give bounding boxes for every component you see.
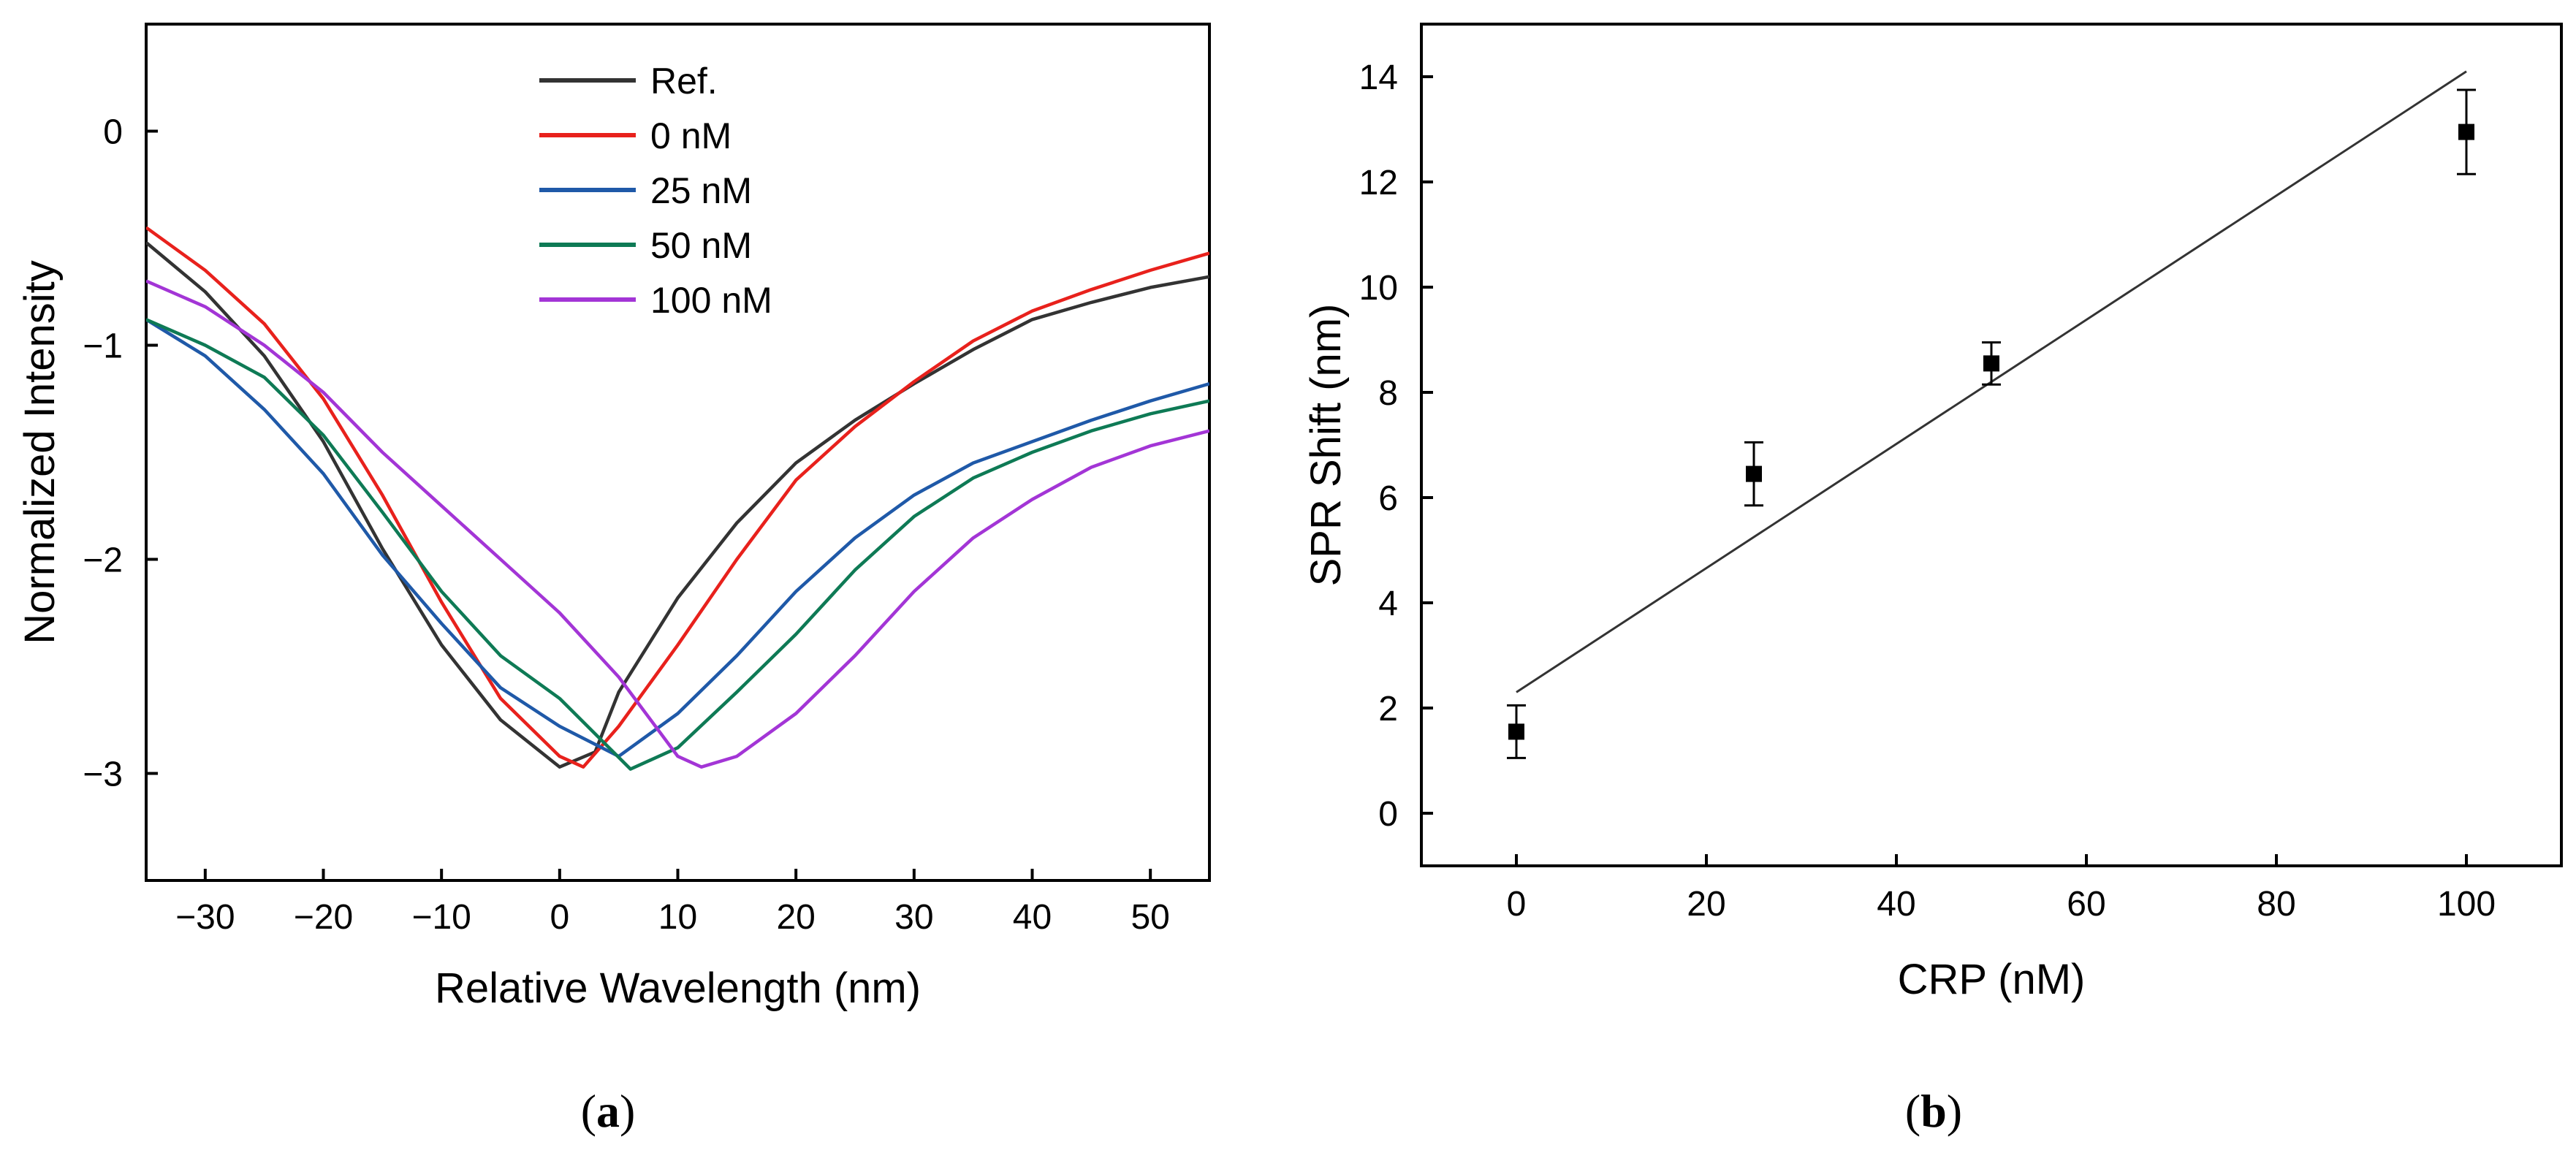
y-tick-label: −3 bbox=[83, 756, 123, 794]
x-tick-label: 20 bbox=[776, 898, 815, 937]
y-axis-title-b: SPR Shift (nm) bbox=[1302, 304, 1350, 587]
x-tick-label: −20 bbox=[294, 898, 353, 937]
data-point bbox=[2458, 123, 2474, 140]
legend-label-4: 100 nM bbox=[650, 280, 772, 321]
x-tick-label: 20 bbox=[1687, 885, 1725, 924]
panel-a-label: (a) bbox=[581, 1085, 636, 1137]
y-tick-label: 8 bbox=[1378, 374, 1398, 413]
panel-b-label: (b) bbox=[1905, 1085, 1962, 1137]
x-tick-label: 40 bbox=[1877, 885, 1915, 924]
data-point bbox=[1746, 465, 1762, 482]
series-line-3 bbox=[146, 318, 1209, 771]
y-tick-label: 0 bbox=[103, 113, 123, 152]
data-point bbox=[1508, 723, 1524, 740]
x-tick-label: 10 bbox=[658, 898, 697, 937]
series-line-4 bbox=[146, 279, 1209, 769]
y-tick-label: 10 bbox=[1359, 269, 1398, 308]
x-tick-label: 0 bbox=[1507, 885, 1527, 924]
legend-label-0: Ref. bbox=[650, 61, 718, 102]
x-tick-label: 60 bbox=[2067, 885, 2105, 924]
x-tick-label: 80 bbox=[2257, 885, 2295, 924]
x-tick-label: 50 bbox=[1131, 898, 1169, 937]
x-axis-title-a: Relative Wavelength (nm) bbox=[435, 964, 921, 1012]
x-axis-title-b: CRP (nM) bbox=[1898, 956, 2086, 1003]
x-tick-label: −30 bbox=[175, 898, 235, 937]
series-line-2 bbox=[146, 318, 1209, 758]
x-tick-label: 100 bbox=[2437, 885, 2496, 924]
x-tick-label: 40 bbox=[1013, 898, 1052, 937]
data-point bbox=[1983, 355, 1999, 372]
x-tick-label: 30 bbox=[894, 898, 933, 937]
x-tick-label: 0 bbox=[550, 898, 569, 937]
y-tick-label: −1 bbox=[83, 327, 123, 366]
plot-frame-b bbox=[1420, 23, 2563, 867]
y-tick-label: 0 bbox=[1378, 795, 1398, 834]
legend-label-2: 25 nM bbox=[650, 170, 752, 211]
panel-b-chart: 0 20 40 60 80 100 0 2 4 6 8 10 12 14 CRP (nM) SPR Shift… bbox=[1302, 23, 2563, 1003]
y-tick-label: 6 bbox=[1378, 479, 1398, 518]
legend-a: Ref. 0 nM 25 nM 50 nM 100 nM bbox=[539, 61, 772, 321]
legend-label-1: 0 nM bbox=[650, 115, 732, 156]
y-tick-label: 4 bbox=[1378, 585, 1398, 623]
series-line-1 bbox=[146, 226, 1209, 769]
y-tick-label: −2 bbox=[83, 541, 123, 580]
y-tick-label: 14 bbox=[1359, 58, 1398, 97]
y-tick-label: 2 bbox=[1378, 690, 1398, 728]
legend-label-3: 50 nM bbox=[650, 225, 752, 266]
x-tick-label: −10 bbox=[411, 898, 471, 937]
y-tick-label: 12 bbox=[1359, 164, 1398, 202]
y-axis-title-a: Normalized Intensity bbox=[16, 260, 64, 644]
series-line-0 bbox=[146, 241, 1209, 769]
